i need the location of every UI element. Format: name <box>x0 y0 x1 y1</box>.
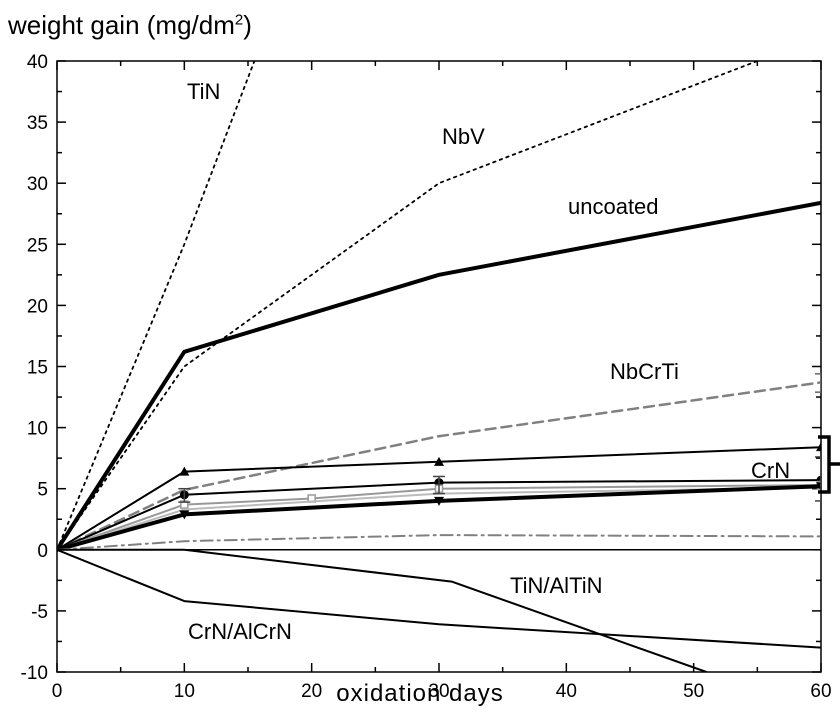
series-line <box>57 484 821 552</box>
y-tick-label: 0 <box>37 541 48 562</box>
y-tick-label: 15 <box>27 358 48 379</box>
series-line <box>57 446 821 551</box>
series-line <box>57 548 821 649</box>
data-point-marker <box>179 510 190 520</box>
series-line <box>57 61 759 551</box>
data-point-marker <box>434 456 444 466</box>
x-tick-label: 40 <box>556 681 577 702</box>
y-tick-label: 20 <box>27 296 48 317</box>
x-tick-label: 10 <box>174 681 195 702</box>
annotation-uncoated: uncoated <box>568 194 659 219</box>
annotation-tin-altin: TiN/AlTiN <box>510 573 602 598</box>
error-bar <box>815 456 821 502</box>
x-tick-label: 20 <box>301 681 322 702</box>
series-line <box>57 200 821 552</box>
x-tick-label: 50 <box>683 681 704 702</box>
data-point-marker <box>816 442 821 452</box>
data-point-marker <box>816 482 821 492</box>
series-line <box>57 486 821 551</box>
annotation-nbcrti: NbCrTi <box>610 359 679 384</box>
series-clip-group <box>57 61 821 672</box>
x-axis-title: oxidation days <box>336 680 504 707</box>
annotation-tin: TiN <box>187 79 220 104</box>
series-layer <box>57 61 821 672</box>
annotation-crn-alcrn: CrN/AlCrN <box>188 619 292 644</box>
crn-group-bracket <box>818 435 840 494</box>
series-line <box>57 534 821 551</box>
series-line <box>57 381 821 552</box>
x-tick-label: 0 <box>52 681 63 702</box>
annotation-crn: CrN <box>751 458 790 483</box>
y-tick-label: -10 <box>21 663 48 684</box>
y-tick-label: 25 <box>27 235 48 256</box>
series-line <box>57 548 708 672</box>
error-bar <box>178 487 191 503</box>
y-tick-label: 35 <box>27 113 48 134</box>
y-tick-label: 30 <box>27 174 48 195</box>
y-tick-label: -5 <box>31 602 48 623</box>
y-tick-label: 10 <box>27 419 48 440</box>
x-tick-label: 60 <box>810 681 831 702</box>
data-point-marker <box>179 466 190 476</box>
series-line <box>57 61 256 551</box>
y-tick-label: 40 <box>27 52 48 73</box>
x-tick-label: 30 <box>428 681 449 702</box>
data-point-marker <box>434 496 444 506</box>
y-tick-label: 5 <box>37 480 48 501</box>
error-bar <box>815 373 821 393</box>
y-axis-title: weight gain (mg/dm2) <box>8 10 252 40</box>
series-line <box>57 479 821 551</box>
series-annotations: TiN NbV uncoated NbCrTi CrN TiN/AlTiN Cr… <box>187 79 790 644</box>
error-bar <box>433 475 445 495</box>
annotation-nbv: NbV <box>442 124 485 149</box>
